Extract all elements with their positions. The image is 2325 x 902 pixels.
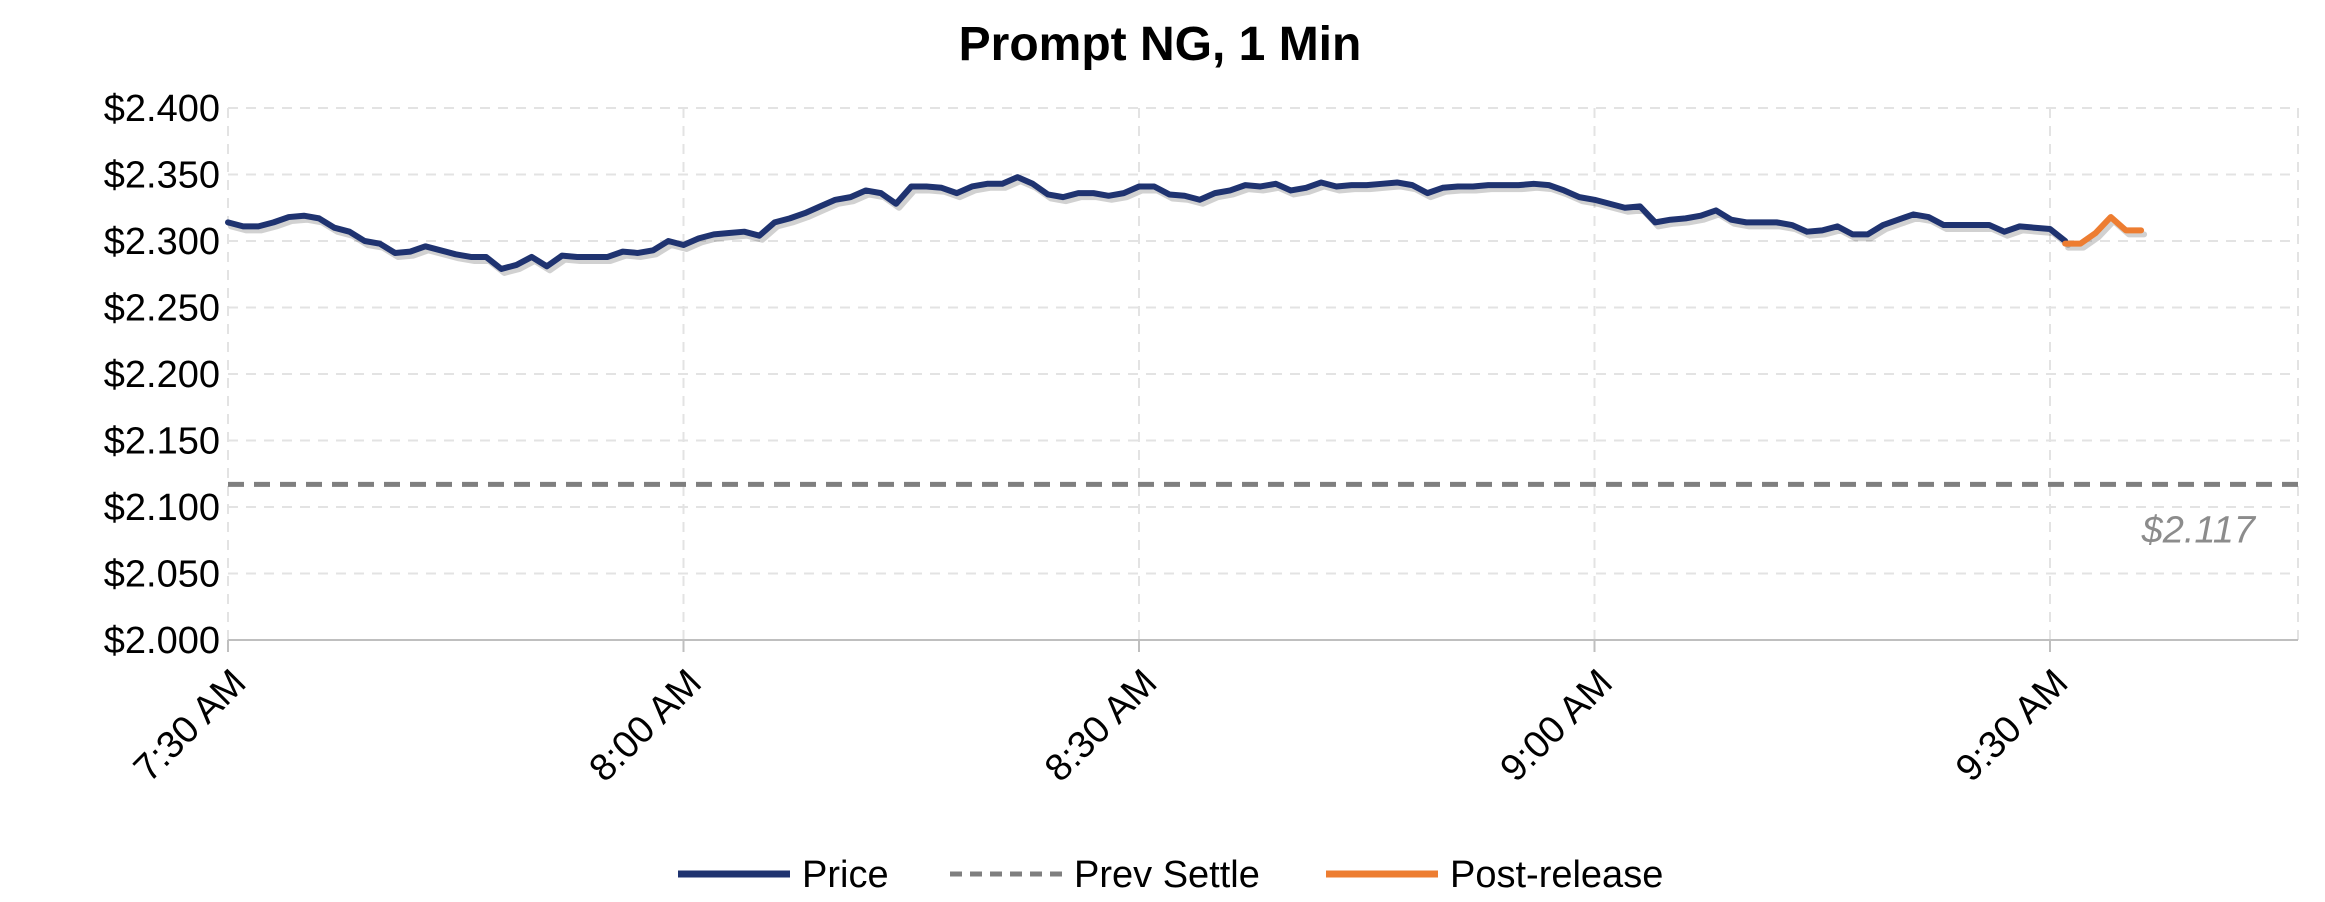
y-tick-label: $2.100 [104, 487, 220, 529]
series-price-line [225, 174, 2069, 272]
x-axis-ticks: 7:30 AM 8:00 AM 8:30 AM 9:00 AM 9:30 AM [126, 662, 2076, 790]
y-tick-label: $2.400 [104, 88, 220, 130]
y-tick-label: $2.150 [104, 421, 220, 463]
chart-title: Prompt NG, 1 Min [959, 18, 1362, 71]
y-tick-label: $2.000 [104, 620, 220, 662]
y-tick-label: $2.350 [104, 155, 220, 197]
x-tick-label: 9:30 AM [1948, 662, 2076, 790]
prev-settle-label: $2.117 [2141, 509, 2257, 551]
x-tick-label: 8:30 AM [1037, 662, 1165, 790]
y-axis-ticks: $2.000 $2.050 $2.100 $2.150 $2.200 $2.250 $2.3… [104, 88, 220, 662]
y-tick-label: $2.300 [104, 221, 220, 263]
legend-label-price: Price [802, 854, 889, 896]
legend-label-post-release: Post-release [1450, 854, 1663, 896]
x-tick-label: 8:00 AM [582, 662, 710, 790]
series-post-release-line [2062, 214, 2145, 247]
y-tick-label: $2.250 [104, 288, 220, 330]
x-tick-label: 9:00 AM [1493, 662, 1621, 790]
grid [227, 107, 2299, 640]
axes [227, 639, 2298, 652]
y-tick-label: $2.200 [104, 354, 220, 396]
legend-label-prev-settle: Prev Settle [1074, 854, 1260, 896]
y-tick-label: $2.050 [104, 554, 220, 596]
series: $2.117 [225, 174, 2298, 551]
legend: Price Prev Settle Post-release [678, 854, 1663, 896]
x-tick-label: 7:30 AM [126, 662, 254, 790]
series-shadow [2065, 218, 2148, 251]
